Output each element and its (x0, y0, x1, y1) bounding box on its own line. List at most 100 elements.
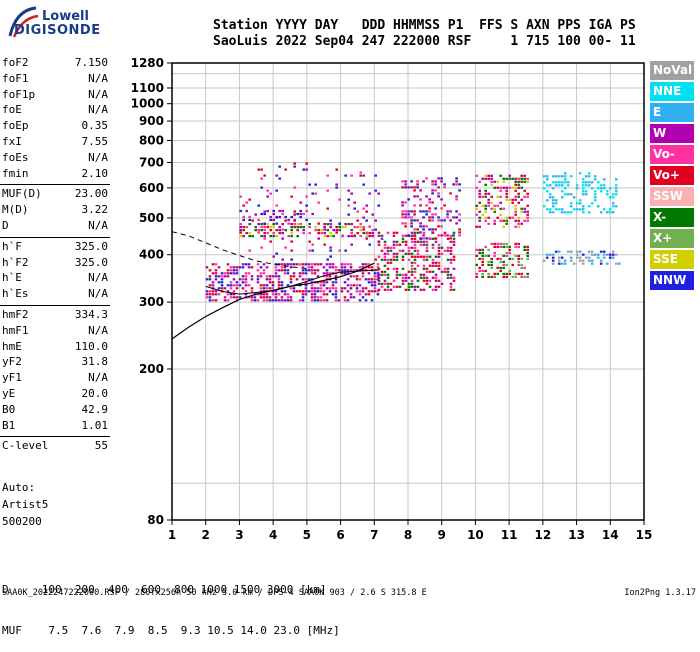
echo-point (517, 192, 520, 195)
echo-point (383, 243, 387, 246)
echo-point (431, 180, 434, 183)
echo-point (266, 232, 269, 235)
echo-point (422, 234, 425, 237)
echo-point (551, 259, 555, 262)
legend-item: Vo+ (650, 166, 694, 185)
echo-point (242, 215, 245, 219)
echo-point (449, 237, 452, 240)
echo-point (326, 189, 329, 192)
echo-point (481, 195, 484, 198)
param-row: foF2 7.150 (2, 56, 108, 72)
echo-point (413, 186, 416, 189)
echo-point (277, 269, 281, 272)
param-value: N/A (88, 287, 108, 301)
echo-point (511, 177, 514, 180)
echo-point (455, 183, 458, 186)
echo-point (542, 175, 546, 178)
echo-point (329, 246, 332, 249)
echo-point (458, 219, 461, 222)
echo-point (449, 219, 452, 222)
echo-point (310, 272, 314, 275)
echo-point (323, 243, 326, 246)
param-row: M(D) 3.22 (2, 203, 108, 219)
echo-point (338, 226, 341, 229)
echo-point (395, 252, 399, 255)
echo-point (431, 288, 435, 291)
echo-point (298, 263, 302, 266)
echo-point (245, 201, 248, 204)
echo-point (584, 193, 588, 196)
echo-point (310, 263, 314, 266)
echo-point (302, 229, 305, 232)
param-row: hmF2 334.3 (2, 308, 108, 324)
param-value: N/A (88, 219, 108, 232)
echo-point (404, 186, 407, 189)
echo-point (260, 212, 263, 216)
echo-point (499, 189, 502, 192)
echo-point (353, 201, 356, 204)
echo-point (611, 211, 615, 214)
echo-point (344, 174, 347, 177)
x-tick-label: 1 (168, 528, 176, 542)
echo-point (364, 278, 368, 281)
echo-point (211, 272, 215, 275)
echo-point (425, 246, 429, 249)
echo-point (499, 245, 502, 248)
echo-point (437, 177, 440, 180)
echo-point (325, 263, 329, 266)
echo-point (514, 275, 517, 278)
param-name: h`Es (2, 287, 29, 301)
echo-point (419, 240, 423, 243)
echo-point (239, 195, 242, 198)
echo-point (575, 187, 579, 190)
echo-point (383, 264, 387, 267)
echo-point (475, 186, 478, 189)
echo-point (484, 210, 487, 213)
echo-point (505, 192, 508, 195)
echo-point (335, 231, 338, 234)
echo-point (545, 190, 549, 193)
echo-point (343, 287, 347, 290)
echo-point (407, 252, 411, 255)
echo-point (338, 222, 341, 225)
echo-point (517, 245, 520, 248)
echo-point (514, 204, 517, 207)
echo-point (475, 225, 478, 228)
echo-point (211, 281, 215, 284)
echo-point (581, 193, 585, 196)
echo-point (287, 222, 290, 225)
echo-point (308, 183, 311, 186)
echo-point (578, 199, 582, 202)
echo-point (323, 226, 326, 229)
echo-point (340, 269, 344, 272)
y-tick-label: 500 (139, 211, 164, 225)
echo-point (383, 282, 387, 285)
param-separator (0, 436, 110, 438)
echo-point (380, 237, 384, 240)
echo-point (383, 288, 387, 291)
echo-point (431, 261, 435, 264)
echo-point (365, 235, 368, 238)
echo-point (352, 269, 356, 272)
echo-point (502, 219, 505, 222)
echo-point (322, 266, 326, 269)
echo-point (413, 189, 416, 192)
echo-point (377, 279, 381, 282)
echo-point (350, 243, 353, 246)
echo-point (298, 299, 302, 302)
echo-point (520, 272, 523, 275)
echo-point (514, 198, 517, 201)
echo-point (493, 245, 496, 248)
echo-point (274, 299, 278, 302)
param-name: hmF2 (2, 308, 29, 321)
echo-point (265, 296, 269, 299)
echo-point (410, 186, 413, 189)
echo-point (545, 184, 549, 187)
echo-point (481, 257, 484, 260)
echo-point (310, 269, 314, 272)
x-tick-label: 8 (404, 528, 412, 542)
echo-point (232, 266, 236, 269)
echo-point (437, 195, 440, 198)
echo-point (410, 216, 413, 219)
echo-point (316, 290, 320, 293)
